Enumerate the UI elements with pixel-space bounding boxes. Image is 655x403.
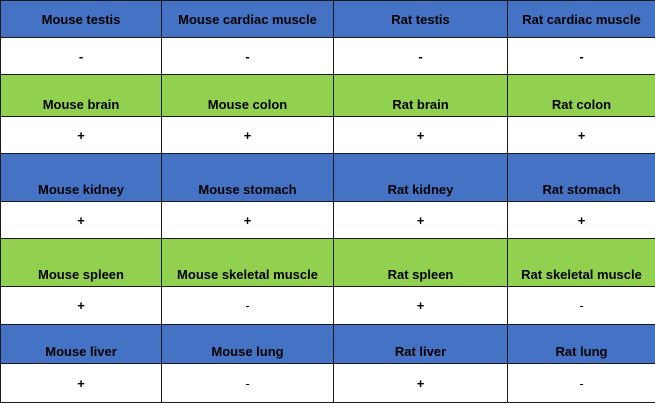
tissue-label-cell: Rat colon: [507, 73, 655, 118]
result-cell: -: [507, 285, 655, 325]
result-row: + + + +: [0, 116, 655, 154]
result-row: + - + -: [0, 285, 655, 325]
result-cell: -: [507, 363, 655, 403]
tissue-label-cell: Rat testis: [333, 0, 508, 39]
result-cell: -: [161, 37, 334, 75]
tissue-label-row: Mouse kidney Mouse stomach Rat kidney Rat s…: [0, 152, 655, 203]
tissue-label-cell: Rat skeletal muscle: [507, 237, 655, 287]
tissue-label-cell: Rat lung: [507, 323, 655, 365]
tissue-label-cell: Rat liver: [333, 323, 508, 365]
tissue-label-cell: Rat kidney: [333, 152, 508, 203]
result-row: + - + -: [0, 363, 655, 403]
result-cell: +: [333, 201, 508, 239]
tissue-label-row: Mouse liver Mouse lung Rat liver Rat lung: [0, 323, 655, 365]
tissue-label-cell: Rat spleen: [333, 237, 508, 287]
tissue-label-cell: Mouse brain: [0, 73, 162, 118]
result-cell: -: [0, 37, 162, 75]
tissue-label-cell: Mouse skeletal muscle: [161, 237, 334, 287]
tissue-label-cell: Mouse cardiac muscle: [161, 0, 334, 39]
result-cell: +: [333, 116, 508, 154]
tissue-label-cell: Mouse kidney: [0, 152, 162, 203]
result-cell: +: [161, 116, 334, 154]
tissue-label-cell: Mouse lung: [161, 323, 334, 365]
tissue-label-cell: Mouse spleen: [0, 237, 162, 287]
tissue-label-cell: Mouse stomach: [161, 152, 334, 203]
tissue-label-cell: Rat cardiac muscle: [507, 0, 655, 39]
result-cell: -: [161, 285, 334, 325]
tissue-label-row: Mouse brain Mouse colon Rat brain Rat colon: [0, 73, 655, 118]
tissue-label-cell: Mouse colon: [161, 73, 334, 118]
result-cell: +: [507, 201, 655, 239]
result-row: ----: [0, 37, 655, 75]
tissue-label-cell: Rat brain: [333, 73, 508, 118]
tissue-label-cell: Rat stomach: [507, 152, 655, 203]
tissue-label-cell: Mouse testis: [0, 0, 162, 39]
result-cell: +: [0, 285, 162, 325]
result-cell: +: [0, 363, 162, 403]
result-cell: +: [333, 363, 508, 403]
result-cell: -: [333, 37, 508, 75]
result-cell: +: [507, 116, 655, 154]
result-cell: -: [161, 363, 334, 403]
result-cell: +: [333, 285, 508, 325]
result-row: + + + +: [0, 201, 655, 239]
tissue-label-cell: Mouse liver: [0, 323, 162, 365]
result-cell: +: [0, 201, 162, 239]
result-cell: -: [507, 37, 655, 75]
tissue-label-row: Mouse testis Mouse cardiac muscle Rat test…: [0, 0, 655, 39]
result-cell: +: [161, 201, 334, 239]
result-cell: +: [0, 116, 162, 154]
tissue-label-row: Mouse spleen Mouse skeletal muscle Rat spl…: [0, 237, 655, 287]
